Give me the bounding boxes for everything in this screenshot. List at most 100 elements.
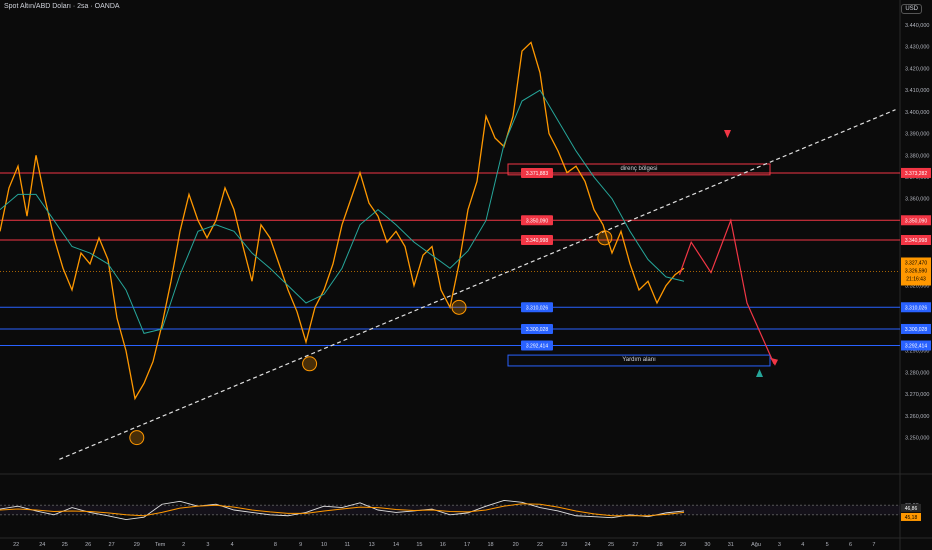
- x-tick-label: 9: [299, 542, 302, 548]
- y-tick-label: 3.400,000: [905, 110, 929, 116]
- rsi-band: [0, 505, 900, 515]
- axis-level-label: 3.350,090: [905, 218, 927, 224]
- x-tick-label: 29: [134, 542, 140, 548]
- level-tag: [521, 302, 553, 313]
- rsi-value-label: 45,18: [905, 515, 918, 521]
- x-tick-label: 7: [872, 542, 875, 548]
- axis-level-tag: [901, 323, 931, 334]
- y-tick-label: 3.370,000: [905, 175, 929, 181]
- axis-level-label: 3.292,414: [905, 344, 927, 350]
- level-tag: [521, 167, 553, 178]
- zone-box: [507, 163, 771, 176]
- x-tick-label: 31: [728, 542, 734, 548]
- x-tick-label: 26: [85, 542, 91, 548]
- trend-line: [59, 109, 896, 460]
- rsi-value-tag: [901, 512, 921, 521]
- y-tick-label: 3.250,000: [905, 436, 929, 442]
- x-tick-label: 13: [369, 542, 375, 548]
- x-tick-label: 18: [487, 542, 493, 548]
- y-tick-label: 3.270,000: [905, 392, 929, 398]
- rsi-value-label: 46,86: [905, 506, 918, 512]
- level-tag-label: 3.300,028: [526, 327, 548, 333]
- axis-level-tag: [901, 340, 931, 351]
- x-tick-label: 5: [826, 542, 829, 548]
- currency-button[interactable]: USD: [901, 4, 922, 14]
- chart-title: Spot Altın/ABD Doları · 2sa · OANDA: [4, 3, 120, 10]
- price-series-line: [0, 41, 685, 401]
- x-tick-label: Ağu: [751, 542, 761, 548]
- x-tick-label: 6: [849, 542, 852, 548]
- level-tag-label: 3.310,026: [526, 305, 548, 311]
- current-price-label: 21:16:43: [906, 276, 926, 282]
- x-tick-label: 8: [274, 542, 277, 548]
- rsi-value-tag: [901, 503, 921, 512]
- y-tick-label: 3.290,000: [905, 349, 929, 355]
- x-tick-label: 10: [321, 542, 327, 548]
- x-tick-label: 17: [464, 542, 470, 548]
- touch-point-marker: [302, 356, 318, 372]
- x-tick-label: 30: [704, 542, 710, 548]
- x-tick-label: 15: [416, 542, 422, 548]
- x-tick-label: 20: [513, 542, 519, 548]
- level-tag-label: 3.371,883: [526, 171, 548, 177]
- y-tick-label: 3.410,000: [905, 88, 929, 94]
- level-tag: [521, 340, 553, 351]
- y-tick-label: 3.320,000: [905, 284, 929, 290]
- axis-level-label: 3.340,998: [905, 238, 927, 244]
- touch-point-marker: [597, 230, 613, 246]
- level-tag: [521, 323, 553, 334]
- x-tick-label: 22: [13, 542, 19, 548]
- x-tick-label: 28: [657, 542, 663, 548]
- x-tick-label: 3: [206, 542, 209, 548]
- current-price-label: 3.327,470: [905, 260, 927, 266]
- projection-path: [678, 218, 775, 365]
- y-tick-label: 3.260,000: [905, 414, 929, 420]
- moving-average-line: [0, 89, 685, 334]
- zone-label: Yardım alanı: [622, 357, 656, 363]
- level-tag: [521, 235, 553, 246]
- axis-level-label: 3.300,028: [905, 327, 927, 333]
- level-tag: [521, 215, 553, 226]
- axis-level-tag: [901, 215, 931, 226]
- x-tick-label: 4: [801, 542, 804, 548]
- axis-level-tag: [901, 235, 931, 246]
- up-arrow-icon: [756, 369, 763, 377]
- x-tick-label: 24: [39, 542, 45, 548]
- axis-level-label: 3.373,282: [905, 171, 927, 177]
- x-tick-label: 27: [632, 542, 638, 548]
- y-tick-label: 3.440,000: [905, 23, 929, 29]
- projection-arrowhead: [770, 357, 778, 366]
- x-tick-label: 27: [109, 542, 115, 548]
- axis-level-label: 3.310,026: [905, 305, 927, 311]
- x-tick-label: 25: [62, 542, 68, 548]
- level-tag-label: 3.292,414: [526, 344, 548, 350]
- x-tick-label: 4: [231, 542, 234, 548]
- x-tick-label: 11: [345, 542, 351, 548]
- level-tag-label: 3.340,998: [526, 238, 548, 244]
- x-tick-label: 23: [561, 542, 567, 548]
- touch-point-marker: [129, 430, 145, 446]
- level-tag-label: 3.350,090: [526, 218, 548, 224]
- zone-box: [507, 354, 771, 367]
- y-tick-label: 3.280,000: [905, 370, 929, 376]
- axis-level-tag: [901, 167, 931, 178]
- x-tick-label: 16: [440, 542, 446, 548]
- x-tick-label: 24: [585, 542, 591, 548]
- x-tick-label: 2: [182, 542, 185, 548]
- y-tick-label: 3.380,000: [905, 153, 929, 159]
- down-arrow-icon: [724, 130, 731, 138]
- y-tick-label: 3.420,000: [905, 66, 929, 72]
- x-tick-label: 22: [537, 542, 543, 548]
- rsi-line: [0, 499, 685, 521]
- x-tick-label: Tem: [155, 542, 166, 548]
- rsi-ma-line: [0, 503, 685, 517]
- x-tick-label: 14: [393, 542, 399, 548]
- touch-point-marker: [451, 299, 467, 315]
- x-tick-label: 29: [680, 542, 686, 548]
- zone-label: direnç bölgesi: [620, 166, 657, 172]
- y-tick-label: 3.360,000: [905, 197, 929, 203]
- x-tick-label: 3: [778, 542, 781, 548]
- current-price-tag: [901, 257, 931, 286]
